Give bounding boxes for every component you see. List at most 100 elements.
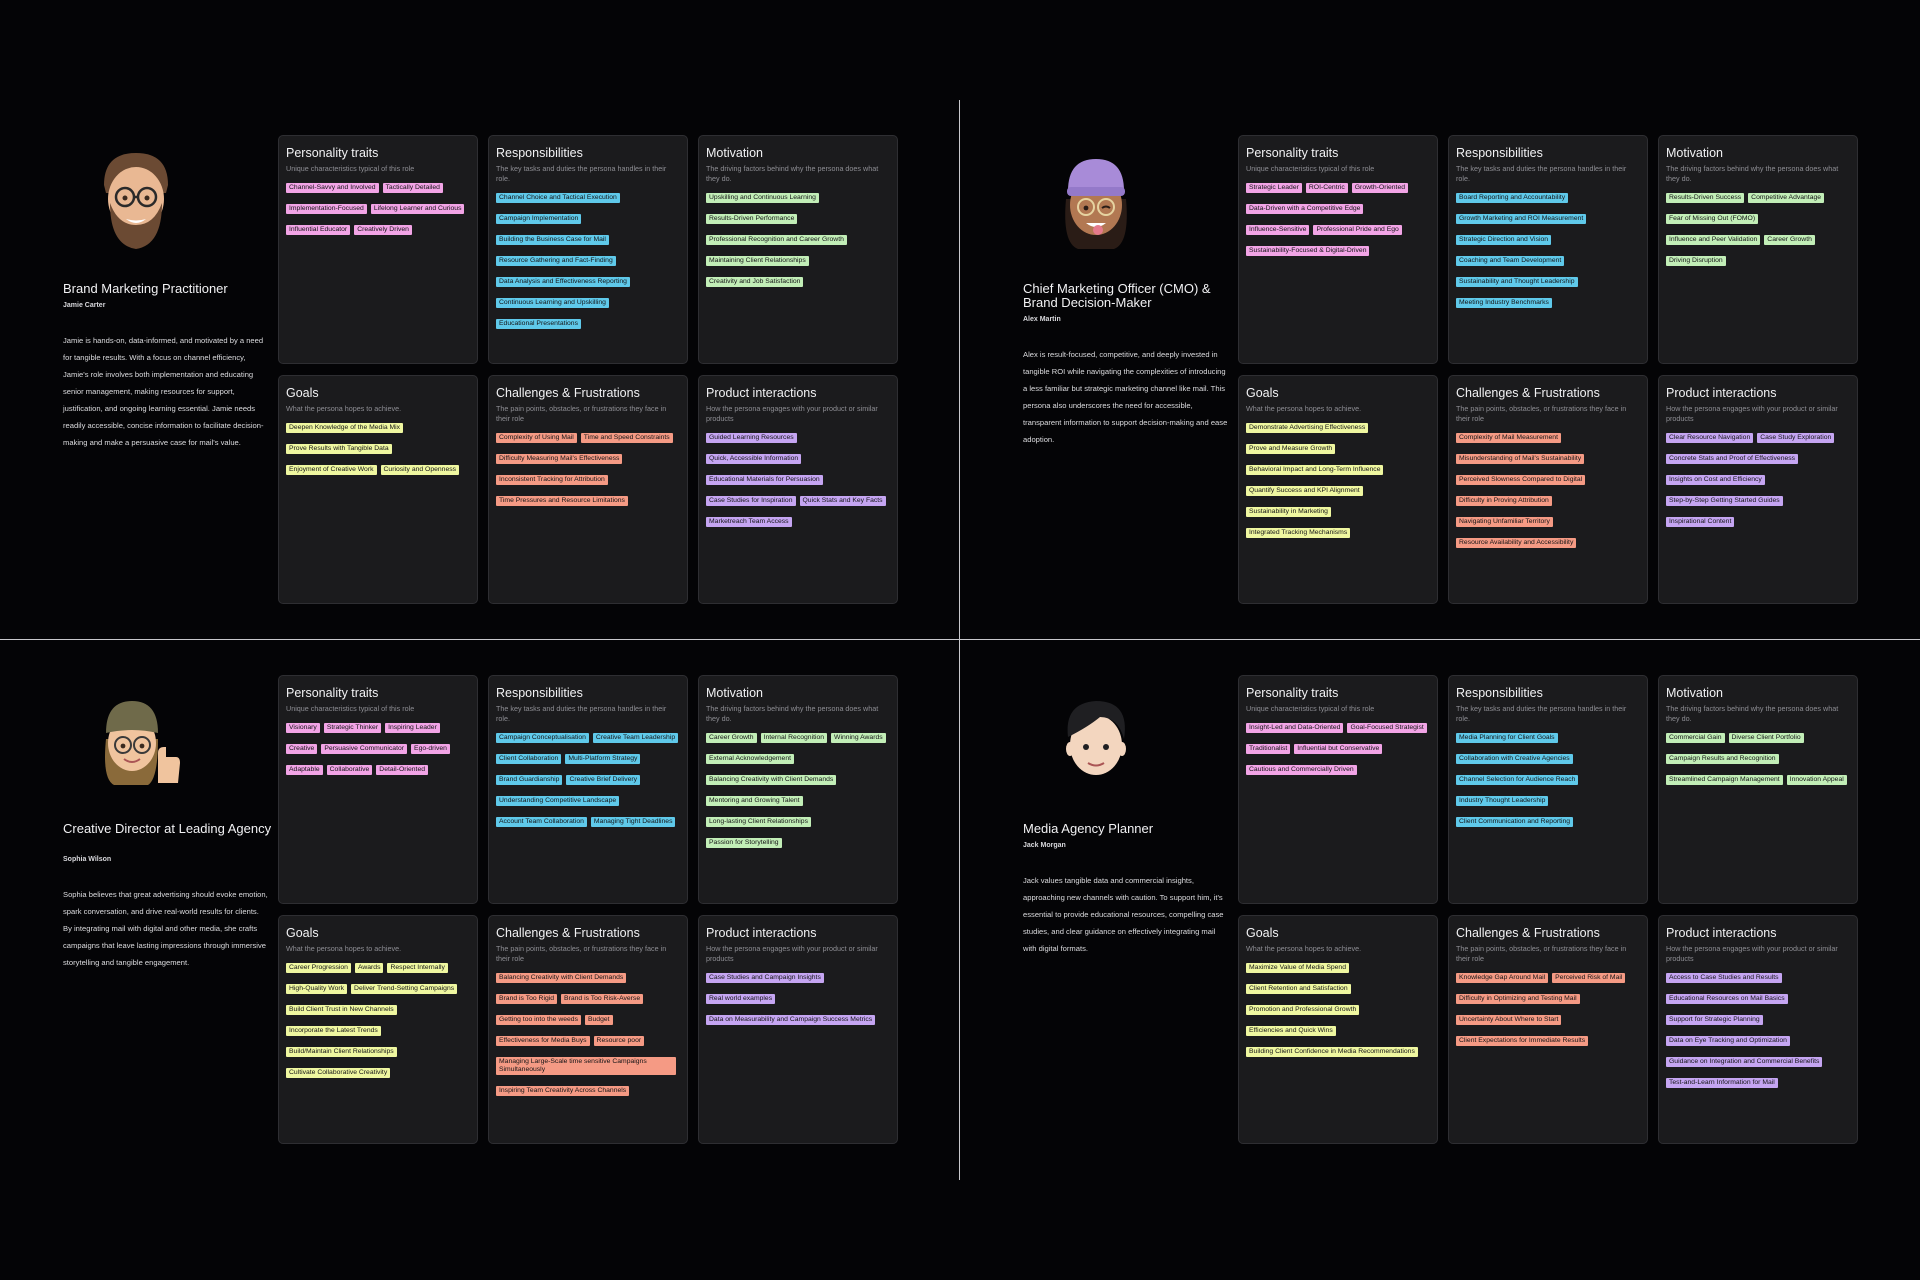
sticky-note[interactable]: Brand is Too Risk-Averse bbox=[561, 994, 644, 1004]
sticky-note[interactable]: Step-by-Step Getting Started Guides bbox=[1666, 496, 1783, 506]
sticky-note[interactable]: Lifelong Learner and Curious bbox=[370, 204, 465, 214]
sticky-note[interactable]: Educational Materials for Persuasion bbox=[706, 475, 823, 485]
sticky-note[interactable]: Deliver Trend-Setting Campaigns bbox=[351, 984, 458, 994]
sticky-note[interactable]: Visionary bbox=[286, 723, 320, 733]
sticky-note[interactable]: Sustainability-Focused & Digital-Driven bbox=[1246, 246, 1370, 256]
sticky-note[interactable]: Campaign Results and Recognition bbox=[1666, 754, 1779, 764]
sticky-note[interactable]: Guided Learning Resources bbox=[706, 433, 797, 443]
sticky-note[interactable]: Balancing Creativity with Client Demands bbox=[706, 775, 837, 785]
sticky-note[interactable]: Access to Case Studies and Results bbox=[1666, 973, 1782, 983]
sticky-note[interactable]: Account Team Collaboration bbox=[496, 817, 587, 827]
sticky-note[interactable]: Growth-Oriented bbox=[1351, 183, 1409, 193]
sticky-note[interactable]: Collaborative bbox=[326, 765, 373, 775]
sticky-note[interactable]: Client Collaboration bbox=[496, 754, 562, 764]
sticky-note[interactable]: Data on Eye Tracking and Optimization bbox=[1666, 1036, 1790, 1046]
sticky-note[interactable]: Resource Availability and Accessibility bbox=[1456, 538, 1577, 548]
sticky-note[interactable]: Strategic Thinker bbox=[323, 723, 382, 733]
sticky-note[interactable]: Meeting Industry Benchmarks bbox=[1456, 298, 1552, 308]
sticky-note[interactable]: Strategic Leader bbox=[1246, 183, 1302, 193]
sticky-note[interactable]: Time Pressures and Resource Limitations bbox=[496, 496, 628, 506]
sticky-note[interactable]: Tactically Detailed bbox=[382, 183, 443, 193]
sticky-note[interactable]: Cultivate Collaborative Creativity bbox=[286, 1068, 391, 1078]
sticky-note[interactable]: Influential Educator bbox=[286, 225, 351, 235]
sticky-note[interactable]: Adaptable bbox=[286, 765, 323, 775]
sticky-note[interactable]: Channel Choice and Tactical Execution bbox=[496, 193, 620, 203]
sticky-note[interactable]: Quick, Accessible Information bbox=[706, 454, 802, 464]
sticky-note[interactable]: Inconsistent Tracking for Attribution bbox=[496, 475, 608, 485]
sticky-note[interactable]: Building Client Confidence in Media Reco… bbox=[1246, 1047, 1418, 1057]
sticky-note[interactable]: Time and Speed Constraints bbox=[580, 433, 673, 443]
sticky-note[interactable]: Complexity of Mail Measurement bbox=[1456, 433, 1561, 443]
sticky-note[interactable]: Promotion and Professional Growth bbox=[1246, 1005, 1360, 1015]
sticky-note[interactable]: Streamlined Campaign Management bbox=[1666, 775, 1783, 785]
sticky-note[interactable]: Client Communication and Reporting bbox=[1456, 817, 1574, 827]
sticky-note[interactable]: Behavioral Impact and Long-Term Influenc… bbox=[1246, 465, 1384, 475]
sticky-note[interactable]: Uncertainty About Where to Start bbox=[1456, 1015, 1562, 1025]
sticky-note[interactable]: Guidance on Integration and Commercial B… bbox=[1666, 1057, 1823, 1067]
sticky-note[interactable]: Strategic Direction and Vision bbox=[1456, 235, 1552, 245]
sticky-note[interactable]: Balancing Creativity with Client Demands bbox=[496, 973, 627, 983]
sticky-note[interactable]: Effectiveness for Media Buys bbox=[496, 1036, 590, 1046]
sticky-note[interactable]: Long-lasting Client Relationships bbox=[706, 817, 811, 827]
sticky-note[interactable]: Build Client Trust in New Channels bbox=[286, 1005, 397, 1015]
sticky-note[interactable]: Mentoring and Growing Talent bbox=[706, 796, 803, 806]
sticky-note[interactable]: Cautious and Commercially Driven bbox=[1246, 765, 1357, 775]
sticky-note[interactable]: Maintaining Client Relationships bbox=[706, 256, 809, 266]
sticky-note[interactable]: Sustainability in Marketing bbox=[1246, 507, 1331, 517]
sticky-note[interactable]: Competitive Advantage bbox=[1748, 193, 1825, 203]
sticky-note[interactable]: Influence and Peer Validation bbox=[1666, 235, 1761, 245]
sticky-note[interactable]: Fear of Missing Out (FOMO) bbox=[1666, 214, 1759, 224]
sticky-note[interactable]: Difficulty in Optimizing and Testing Mai… bbox=[1456, 994, 1580, 1004]
sticky-note[interactable]: Deepen Knowledge of the Media Mix bbox=[286, 423, 404, 433]
sticky-note[interactable]: Driving Disruption bbox=[1666, 256, 1726, 266]
sticky-note[interactable]: Growth Marketing and ROI Measurement bbox=[1456, 214, 1587, 224]
sticky-note[interactable]: Clear Resource Navigation bbox=[1666, 433, 1754, 443]
sticky-note[interactable]: Industry Thought Leadership bbox=[1456, 796, 1549, 806]
sticky-note[interactable]: Resource poor bbox=[593, 1036, 645, 1046]
sticky-note[interactable]: Data-Driven with a Competitive Edge bbox=[1246, 204, 1364, 214]
sticky-note[interactable]: Demonstrate Advertising Effectiveness bbox=[1246, 423, 1369, 433]
sticky-note[interactable]: Goal-Focused Strategist bbox=[1347, 723, 1427, 733]
sticky-note[interactable]: Awards bbox=[354, 963, 384, 973]
sticky-note[interactable]: Multi-Platform Strategy bbox=[565, 754, 641, 764]
sticky-note[interactable]: Career Growth bbox=[1764, 235, 1815, 245]
sticky-note[interactable]: Media Planning for Client Goals bbox=[1456, 733, 1558, 743]
sticky-note[interactable]: Understanding Competitive Landscape bbox=[496, 796, 620, 806]
sticky-note[interactable]: Career Growth bbox=[706, 733, 757, 743]
sticky-note[interactable]: Persuasive Communicator bbox=[321, 744, 408, 754]
sticky-note[interactable]: Case Studies for Inspiration bbox=[706, 496, 796, 506]
sticky-note[interactable]: Curiosity and Openness bbox=[380, 465, 460, 475]
sticky-note[interactable]: Difficulty Measuring Mail's Effectivenes… bbox=[496, 454, 623, 464]
sticky-note[interactable]: Results-Driven Success bbox=[1666, 193, 1745, 203]
sticky-note[interactable]: Creative Team Leadership bbox=[592, 733, 679, 743]
sticky-note[interactable]: Ego-driven bbox=[411, 744, 450, 754]
sticky-note[interactable]: Campaign Implementation bbox=[496, 214, 582, 224]
sticky-note[interactable]: Continuous Learning and Upskilling bbox=[496, 298, 609, 308]
sticky-note[interactable]: Quantify Success and KPI Alignment bbox=[1246, 486, 1363, 496]
sticky-note[interactable]: Diverse Client Portfolio bbox=[1728, 733, 1804, 743]
sticky-note[interactable]: Misunderstanding of Mail's Sustainabilit… bbox=[1456, 454, 1585, 464]
sticky-note[interactable]: Budget bbox=[584, 1015, 613, 1025]
sticky-note[interactable]: Quick Stats and Key Facts bbox=[799, 496, 886, 506]
sticky-note[interactable]: Inspiring Leader bbox=[385, 723, 440, 733]
sticky-note[interactable]: Educational Resources on Mail Basics bbox=[1666, 994, 1788, 1004]
sticky-note[interactable]: Client Retention and Satisfaction bbox=[1246, 984, 1351, 994]
sticky-note[interactable]: Traditionalist bbox=[1246, 744, 1291, 754]
sticky-note[interactable]: Perceived Slowness Compared to Digital bbox=[1456, 475, 1586, 485]
sticky-note[interactable]: Test-and-Learn Information for Mail bbox=[1666, 1078, 1778, 1088]
sticky-note[interactable]: Channel-Savvy and Involved bbox=[286, 183, 379, 193]
sticky-note[interactable]: Inspiring Team Creativity Across Channel… bbox=[496, 1086, 630, 1096]
sticky-note[interactable]: Educational Presentations bbox=[496, 319, 581, 329]
sticky-note[interactable]: Perceived Risk of Mail bbox=[1552, 973, 1626, 983]
sticky-note[interactable]: External Acknowledgement bbox=[706, 754, 794, 764]
sticky-note[interactable]: Marketreach Team Access bbox=[706, 517, 792, 527]
sticky-note[interactable]: Internal Recognition bbox=[760, 733, 828, 743]
sticky-note[interactable]: Data Analysis and Effectiveness Reportin… bbox=[496, 277, 630, 287]
sticky-note[interactable]: Influential but Conservative bbox=[1294, 744, 1383, 754]
sticky-note[interactable]: Build/Maintain Client Relationships bbox=[286, 1047, 397, 1057]
sticky-note[interactable]: Commercial Gain bbox=[1666, 733, 1725, 743]
sticky-note[interactable]: Enjoyment of Creative Work bbox=[286, 465, 377, 475]
sticky-note[interactable]: Innovation Appeal bbox=[1786, 775, 1847, 785]
sticky-note[interactable]: Brand Guardianship bbox=[496, 775, 563, 785]
sticky-note[interactable]: Difficulty in Proving Attribution bbox=[1456, 496, 1552, 506]
